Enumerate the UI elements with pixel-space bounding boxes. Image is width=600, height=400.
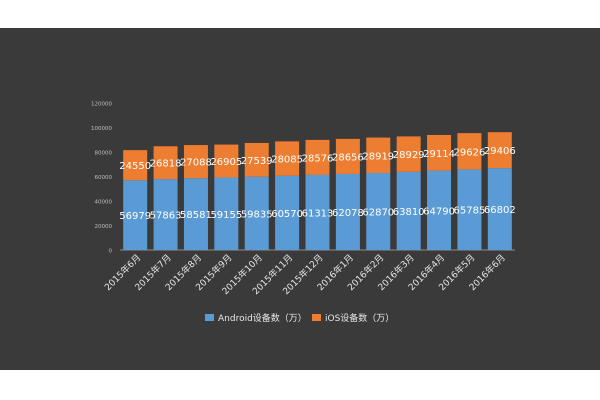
data-label-android: 62078 (332, 208, 364, 219)
bar-android (305, 174, 330, 250)
data-label-android: 60570 (271, 209, 303, 220)
bar-android (214, 177, 239, 250)
data-label-ios: 29626 (454, 147, 486, 158)
data-label-android: 62870 (362, 207, 394, 218)
bar-android (153, 179, 178, 250)
legend-label-ios: iOS设备数（万） (325, 312, 394, 324)
y-tick-label: 120000 (91, 102, 112, 108)
bar-android (366, 172, 391, 250)
data-label-ios: 28919 (362, 151, 394, 162)
data-label-ios: 27088 (180, 158, 212, 169)
data-label-ios: 24550 (119, 161, 151, 172)
bar-ios (457, 133, 482, 170)
data-label-android: 59155 (210, 210, 242, 221)
bar-ios (275, 141, 300, 176)
bar-android (427, 170, 452, 250)
stacked-bar-chart: 0 20000 40000 60000 80000 100000 120000 56979 24… (91, 102, 516, 325)
data-label-android: 58581 (180, 210, 212, 221)
bar-android (335, 173, 360, 250)
data-label-ios: 26818 (150, 159, 182, 170)
chart-panel: 0 20000 40000 60000 80000 100000 120000 56979 24… (0, 28, 600, 387)
y-tick-label: 20000 (95, 224, 113, 230)
y-tick-label: 40000 (95, 200, 113, 206)
data-label-ios: 29406 (484, 146, 516, 157)
bar-ios (214, 144, 239, 178)
legend-swatch-ios (312, 314, 321, 321)
legend-swatch-android (205, 314, 214, 321)
bar-ios (153, 146, 178, 180)
data-label-android: 63810 (393, 207, 425, 218)
data-label-ios: 27539 (241, 156, 273, 167)
y-tick-label: 100000 (91, 126, 112, 132)
bar-android (244, 176, 269, 250)
data-label-ios: 28656 (332, 152, 364, 163)
bar-android (275, 175, 300, 250)
data-label-android: 64790 (423, 206, 455, 217)
data-label-ios: 26905 (210, 157, 242, 168)
bar-ios (335, 138, 360, 174)
data-label-android: 57863 (150, 211, 182, 222)
bar-ios (396, 136, 421, 172)
bar-ios (366, 137, 391, 173)
data-label-ios: 28085 (271, 155, 303, 166)
data-label-ios: 28576 (302, 153, 334, 164)
bar-android (487, 168, 512, 250)
bar-android (457, 169, 482, 250)
bar-android (183, 178, 208, 250)
y-tick-label: 80000 (95, 151, 113, 157)
bar-ios (427, 134, 452, 171)
y-tick-label: 60000 (95, 175, 113, 181)
data-label-ios: 29114 (423, 149, 455, 160)
data-label-ios: 28929 (393, 150, 425, 161)
bar-ios (183, 145, 208, 179)
y-tick-label: 0 (109, 249, 113, 255)
bar-ios (487, 132, 512, 169)
bar-ios (305, 139, 330, 175)
bar-ios (244, 142, 269, 177)
data-label-android: 59835 (241, 209, 273, 220)
data-label-android: 65785 (454, 206, 486, 217)
bar-android (123, 180, 148, 250)
legend-label-android: Android设备数（万） (218, 312, 307, 324)
bar-ios (123, 150, 148, 181)
data-label-android: 66802 (484, 205, 516, 216)
bar-android (396, 171, 421, 250)
data-label-android: 61313 (302, 208, 334, 219)
data-label-android: 56979 (119, 211, 151, 222)
chart-caption: 2015年6月-2016年6月国内移动设备数量变化 (161, 372, 439, 387)
